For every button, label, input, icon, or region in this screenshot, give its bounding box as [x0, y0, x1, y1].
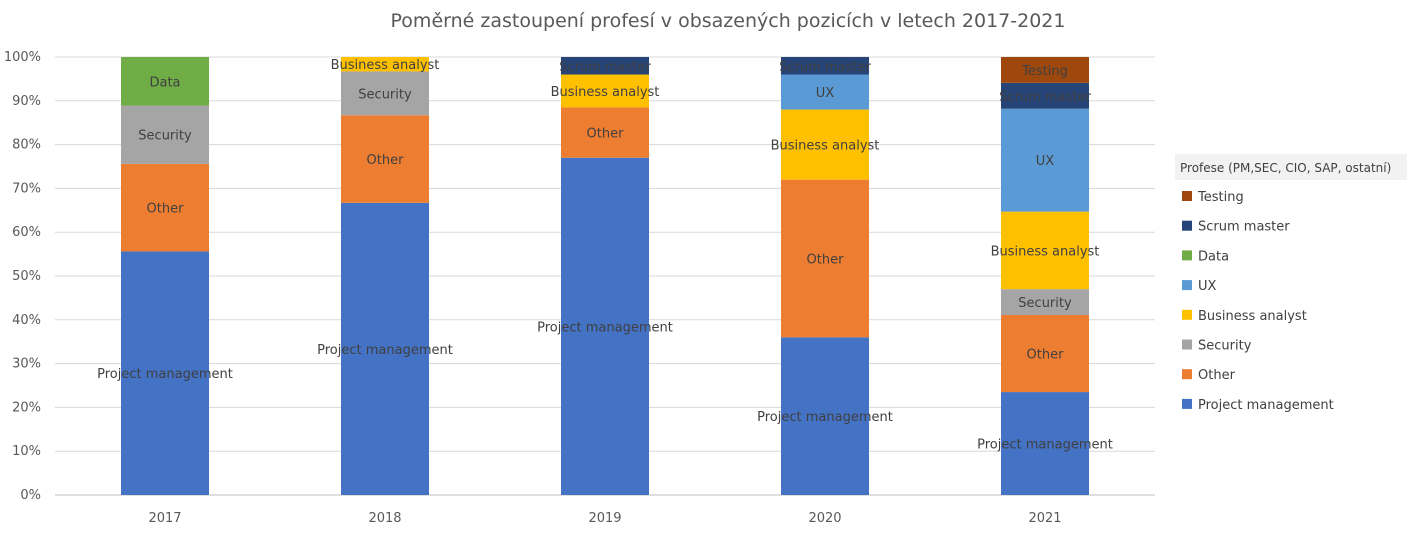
bar-segment: [1001, 211, 1089, 290]
legend-swatch: [1182, 220, 1192, 231]
y-tick-label: 0%: [20, 488, 41, 503]
x-tick-label: 2019: [588, 511, 621, 526]
legend-item-label: Other: [1198, 368, 1236, 383]
bar-segment: [341, 202, 429, 495]
legend-title: Profese (PM,SEC, CIO, SAP, ostatní): [1180, 161, 1391, 175]
legend-item-label: Project management: [1198, 398, 1334, 413]
legend-swatch: [1182, 398, 1192, 409]
x-tick-label: 2017: [148, 511, 181, 526]
bar-segment-label: Scrum master: [999, 90, 1091, 105]
bar-segment: [781, 57, 869, 75]
y-tick-label: 10%: [12, 444, 41, 459]
bar-segment-label: Security: [358, 87, 412, 102]
legend-item-label: Security: [1198, 339, 1252, 354]
x-axis: 2017 2018 2019 2020 2021: [148, 511, 1061, 526]
bar-segment: [1001, 57, 1089, 83]
bar-segment-label: Testing: [1021, 64, 1068, 79]
bar-segment: [121, 163, 209, 252]
bar-segment: [561, 107, 649, 158]
bar-segment-label: Project management: [977, 438, 1113, 453]
y-tick-label: 30%: [12, 357, 41, 372]
bar-segment: [341, 71, 429, 116]
y-tick-label: 90%: [12, 94, 41, 109]
x-tick-label: 2021: [1028, 511, 1061, 526]
bar-segment-label: Business analyst: [771, 139, 880, 154]
bars: Project management Other Security Data Proje…: [97, 57, 1113, 496]
y-tick-label: 80%: [12, 138, 41, 153]
bar-segment: [1001, 392, 1089, 495]
bar-segment-label: Other: [147, 202, 185, 217]
bar-segment: [1001, 82, 1089, 109]
legend-swatch: [1182, 309, 1192, 320]
bar-segment: [781, 337, 869, 495]
legend-swatch: [1182, 339, 1192, 350]
bar-segment: [1001, 289, 1089, 315]
y-tick-label: 100%: [4, 50, 41, 65]
bar-segment-label: Business analyst: [331, 58, 440, 73]
bar-segment-label: Scrum master: [559, 60, 651, 75]
bar-segment: [341, 57, 429, 72]
bar-segment: [781, 179, 869, 338]
legend-title-background: [1175, 154, 1407, 180]
bar-segment-label: Project management: [317, 343, 453, 358]
bar-segment-label: Other: [367, 153, 405, 168]
bar-segment-label: Other: [807, 252, 845, 267]
legend-swatch: [1182, 250, 1192, 261]
bar-segment: [121, 251, 209, 495]
bar-segment: [121, 105, 209, 164]
bar-segment: [561, 57, 649, 75]
legend-item-label: Testing: [1197, 190, 1244, 205]
bar-segment-label: Data: [149, 75, 180, 90]
legend-item-label: Scrum master: [1198, 220, 1290, 235]
bar-segment-label: Project management: [97, 367, 233, 382]
bar-segment: [781, 74, 869, 110]
y-tick-label: 60%: [12, 225, 41, 240]
y-tick-label: 50%: [12, 269, 41, 284]
y-tick-label: 70%: [12, 181, 41, 196]
bar-segment-label: UX: [816, 86, 835, 101]
bar-segment-label: Security: [1018, 296, 1072, 311]
bar-segment-label: Project management: [537, 320, 673, 335]
legend-item-label: UX: [1198, 279, 1217, 294]
bar-segment-label: Security: [138, 129, 192, 144]
bar-segment-label: Business analyst: [551, 85, 660, 100]
legend-swatch: [1182, 369, 1192, 380]
bar-segment: [561, 74, 649, 108]
legend-item-label: Data: [1198, 249, 1229, 264]
bar-segment: [781, 109, 869, 180]
y-tick-label: 40%: [12, 313, 41, 328]
bar-segment: [1001, 314, 1089, 393]
bar-segment-label: UX: [1036, 154, 1055, 169]
y-axis: 0% 10% 20% 30% 40% 50% 60% 70% 80% 90% 100%: [4, 50, 41, 503]
chart-title: Poměrné zastoupení profesí v obsazených …: [391, 10, 1066, 32]
x-tick-label: 2020: [808, 511, 841, 526]
bar-segment: [341, 115, 429, 203]
bar-segment-label: Other: [1027, 348, 1065, 363]
bar-segment: [561, 157, 649, 496]
legend: Profese (PM,SEC, CIO, SAP, ostatní) Test…: [1175, 154, 1407, 413]
bar-segment-label: Scrum master: [779, 60, 871, 75]
legend-item-label: Business analyst: [1198, 309, 1307, 324]
bar-segment: [1001, 108, 1089, 212]
bar-segment: [121, 57, 209, 106]
legend-swatch: [1182, 191, 1192, 201]
legend-swatch: [1182, 280, 1192, 291]
bar-segment-label: Other: [587, 127, 625, 142]
bar-segment-label: Project management: [757, 410, 893, 425]
bar-segment-label: Business analyst: [991, 244, 1100, 259]
y-tick-label: 20%: [12, 400, 41, 415]
x-tick-label: 2018: [368, 511, 401, 526]
